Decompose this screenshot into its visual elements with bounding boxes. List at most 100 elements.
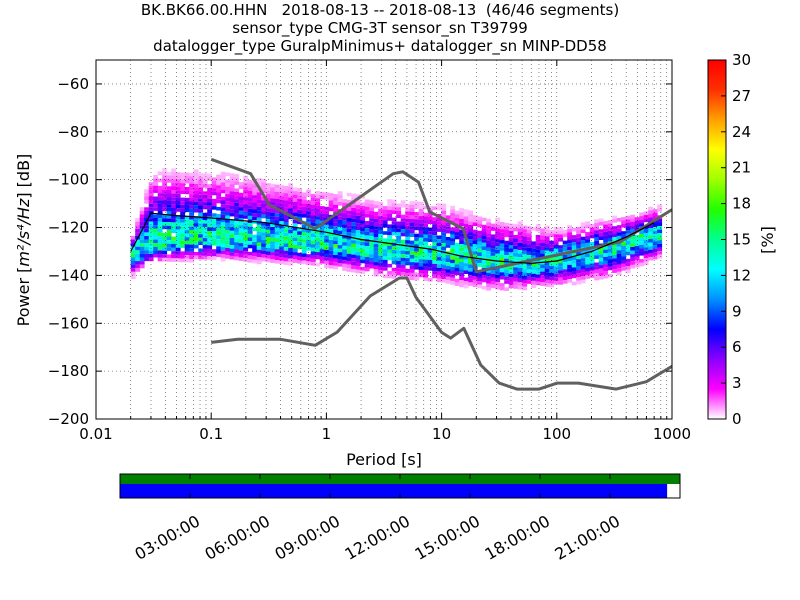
density-cell [445, 237, 451, 241]
density-cell [175, 208, 181, 212]
density-cell [184, 226, 190, 231]
density-cell [274, 188, 280, 192]
density-cell [333, 215, 339, 220]
density-cell [423, 216, 429, 221]
density-cell [441, 253, 447, 258]
density-cell [499, 286, 505, 291]
density-cell [279, 196, 285, 200]
density-cell [418, 230, 424, 235]
density-cell [481, 239, 487, 243]
density-cell [211, 213, 217, 217]
density-cell [265, 211, 271, 216]
density-cell [315, 191, 321, 195]
density-cell [301, 199, 307, 204]
density-cell [333, 258, 339, 263]
density-cell [639, 223, 645, 227]
density-cell [612, 269, 618, 273]
density-cell [639, 262, 645, 267]
density-cell [211, 224, 217, 228]
density-cell [652, 230, 658, 235]
density-cell [360, 270, 366, 275]
density-cell [175, 240, 181, 245]
density-cell [369, 257, 375, 262]
density-cell [301, 257, 307, 261]
density-cell [409, 258, 415, 263]
density-cell [292, 209, 298, 213]
density-cell [171, 190, 177, 194]
availability-tick-label: 15:00:00 [411, 511, 483, 563]
density-cell [301, 192, 307, 197]
density-cell [544, 272, 550, 276]
density-cell [202, 198, 208, 203]
density-cell [211, 234, 217, 239]
density-cell [436, 203, 442, 207]
density-cell [283, 207, 289, 212]
density-cell [193, 216, 199, 220]
density-cell [202, 205, 208, 210]
density-cell [612, 265, 618, 270]
density-cell [594, 273, 600, 277]
density-cell [391, 267, 397, 272]
density-cell [315, 241, 321, 245]
density-cell [319, 224, 325, 228]
density-cell [207, 252, 213, 257]
density-cell [459, 211, 465, 216]
density-cell [261, 200, 267, 204]
density-cell [648, 217, 654, 222]
density-cell [562, 233, 568, 237]
density-cell [387, 231, 393, 236]
density-cell [364, 246, 370, 250]
density-cell [184, 201, 190, 205]
density-cell [495, 221, 501, 225]
density-cell [306, 189, 312, 194]
density-cell [387, 228, 393, 232]
density-cell [328, 193, 334, 197]
density-cell [382, 213, 388, 217]
density-cell [229, 202, 235, 206]
density-cell [459, 262, 465, 266]
density-cell [625, 230, 631, 234]
density-cell [526, 229, 532, 234]
density-cell [346, 253, 352, 258]
density-cell [499, 257, 505, 262]
density-cell [450, 238, 456, 242]
density-cell [351, 197, 357, 201]
density-cell [198, 191, 204, 195]
density-cell [216, 221, 222, 225]
availability-data-bar [120, 484, 668, 498]
density-cell [463, 213, 469, 217]
y-axis-label-units: m²/s⁴/Hz [14, 198, 33, 267]
ppsd-density [130, 168, 663, 291]
density-cell [459, 236, 465, 241]
density-cell [481, 232, 487, 236]
density-cell [616, 261, 622, 265]
density-cell [535, 249, 541, 253]
density-cell [517, 285, 523, 290]
density-cell [612, 237, 618, 241]
density-cell [225, 172, 231, 177]
density-cell [139, 207, 145, 211]
density-cell [180, 229, 186, 234]
density-cell [585, 235, 591, 240]
density-cell [648, 228, 654, 232]
density-cell [157, 196, 163, 201]
density-cell [166, 243, 172, 248]
density-cell [562, 269, 568, 273]
density-cell [171, 254, 177, 259]
density-cell [243, 204, 249, 208]
density-cell [261, 254, 267, 258]
density-cell [481, 250, 487, 254]
density-cell [486, 254, 492, 259]
density-cell [477, 234, 483, 238]
density-cell [337, 216, 343, 220]
density-cell [360, 223, 366, 228]
density-cell [202, 227, 208, 231]
density-cell [441, 228, 447, 233]
density-cell [472, 251, 478, 255]
density-cell [454, 271, 460, 276]
density-cell [166, 222, 172, 226]
density-cell [283, 229, 289, 233]
density-cell [346, 243, 352, 247]
density-cell [211, 231, 217, 235]
density-cell [567, 232, 573, 237]
